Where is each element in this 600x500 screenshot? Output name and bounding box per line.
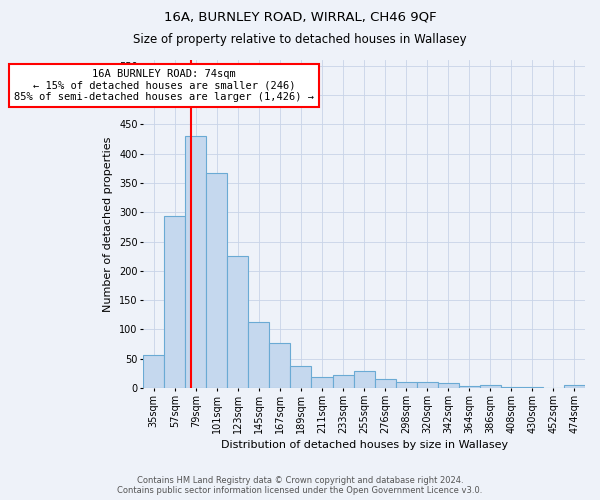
Text: 16A, BURNLEY ROAD, WIRRAL, CH46 9QF: 16A, BURNLEY ROAD, WIRRAL, CH46 9QF (164, 10, 436, 23)
Bar (206, 173, 227, 388)
Bar (416, 382, 438, 388)
Bar (459, 386, 480, 388)
Bar (143, 354, 164, 388)
Text: Size of property relative to detached houses in Wallasey: Size of property relative to detached ho… (133, 32, 467, 46)
Bar (480, 385, 501, 388)
Bar (564, 385, 585, 388)
Bar (311, 378, 332, 388)
Bar (438, 384, 459, 388)
Bar (374, 378, 395, 388)
Bar (395, 382, 416, 388)
Bar (269, 344, 290, 388)
Bar (248, 322, 269, 388)
Bar (332, 375, 353, 388)
Bar (185, 136, 206, 388)
Text: 16A BURNLEY ROAD: 74sqm
← 15% of detached houses are smaller (246)
85% of semi-d: 16A BURNLEY ROAD: 74sqm ← 15% of detache… (14, 69, 314, 102)
Bar (164, 216, 185, 388)
X-axis label: Distribution of detached houses by size in Wallasey: Distribution of detached houses by size … (221, 440, 508, 450)
Text: Contains HM Land Registry data © Crown copyright and database right 2024.
Contai: Contains HM Land Registry data © Crown c… (118, 476, 482, 495)
Y-axis label: Number of detached properties: Number of detached properties (103, 136, 113, 312)
Bar (290, 366, 311, 388)
Bar (353, 371, 374, 388)
Bar (501, 387, 522, 388)
Bar (227, 256, 248, 388)
